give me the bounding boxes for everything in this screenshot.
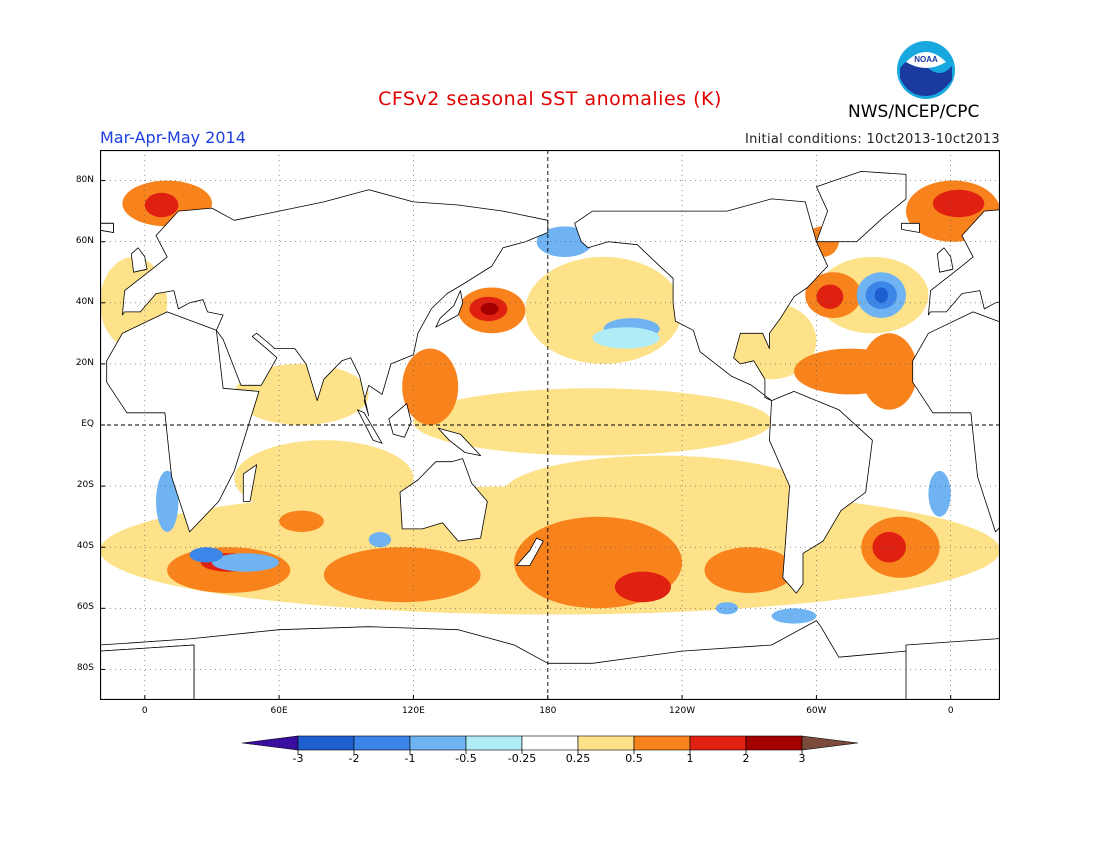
land-masses (100, 170, 1000, 700)
colorbar-swatch (241, 735, 299, 751)
anomaly-patch (279, 510, 324, 532)
africa (912, 311, 1000, 533)
colorbar-label: 2 (742, 752, 750, 765)
lat-label: EQ (81, 419, 94, 429)
anomaly-patch (932, 189, 985, 218)
colorbar-swatch (689, 735, 747, 751)
colorbar-swatch (577, 735, 635, 751)
lat-label: 60S (76, 602, 94, 613)
anomaly-patch (480, 302, 499, 315)
anomaly-patch (368, 532, 392, 548)
colorbar-label: 0.5 (625, 752, 643, 765)
north-america (574, 198, 828, 402)
colorbar-swatch (801, 735, 859, 751)
anomaly-patch (211, 553, 280, 572)
sst-anomaly-map (100, 150, 1000, 700)
lat-label: 80S (76, 663, 94, 674)
lat-label: 40S (76, 541, 94, 552)
lon-label: 0 (141, 706, 148, 716)
anomaly-patch (323, 547, 481, 603)
britain (936, 247, 954, 273)
anomaly-patch (525, 256, 683, 364)
colorbar-label: 0.25 (565, 752, 591, 765)
iceland (100, 222, 114, 233)
south-america (769, 390, 873, 594)
anomaly-patch (503, 455, 817, 532)
anomaly-patch (794, 348, 906, 395)
colorbar-label: 3 (798, 752, 806, 765)
anomaly-patch (234, 440, 414, 517)
map-grid (100, 150, 1000, 700)
lat-label: 20S (76, 480, 94, 491)
lon-label: 120W (669, 706, 696, 716)
lon-label: 60W (806, 706, 827, 716)
colorbar-swatch (409, 735, 467, 751)
borneo (388, 403, 412, 438)
lon-label: 120E (401, 706, 425, 716)
antarctica (905, 638, 1000, 700)
colorbar-label: -2 (348, 752, 360, 765)
axis-ticks (100, 180, 952, 700)
lon-label: 60E (270, 706, 288, 716)
anomaly-patch (234, 363, 369, 425)
greenland (816, 170, 907, 243)
initial-conditions-label: Initial conditions: 10ct2013-10ct2013 (744, 132, 1000, 147)
anomaly-patch (874, 287, 888, 303)
season-label: Mar-Apr-May 2014 (100, 128, 246, 147)
lat-label: 80N (75, 174, 94, 185)
anomaly-patch (771, 608, 817, 624)
noaa-logo-text: NOAA (914, 55, 938, 64)
anomaly-patch (614, 571, 671, 603)
anomaly-patch (704, 547, 795, 593)
lat-label: 40N (75, 296, 94, 307)
anomaly-patch (144, 192, 179, 218)
britain (130, 247, 148, 273)
anomaly-patch (872, 531, 906, 563)
colorbar-swatch (353, 735, 411, 751)
color-legend (241, 735, 859, 754)
sumatra (357, 409, 383, 444)
colorbar-label: -1 (404, 752, 416, 765)
africa (106, 311, 260, 533)
anomaly-patch (928, 470, 951, 517)
lon-label: 180 (539, 706, 557, 716)
colorbar-swatch (633, 735, 691, 751)
anomaly-patch (156, 470, 179, 532)
colorbar-label: -0.5 (455, 752, 477, 765)
new-guinea (437, 427, 482, 457)
anomaly-patch (816, 284, 844, 309)
colorbar-swatch (297, 735, 355, 751)
colorbar-swatch (521, 735, 579, 751)
lat-label: 20N (75, 357, 94, 368)
colorbar-label: -0.25 (507, 752, 537, 765)
eurasia (928, 209, 1000, 316)
lon-label: 0 (947, 706, 954, 716)
agency-label: NWS/NCEP/CPC (848, 102, 980, 122)
noaa-logo: NOAA (897, 41, 955, 99)
colorbar-label: 1 (686, 752, 694, 765)
new-zealand (515, 537, 544, 567)
anomaly-patch (402, 348, 459, 425)
colorbar-swatch (465, 735, 523, 751)
lat-label: 60N (75, 235, 94, 246)
colorbar-swatch (745, 735, 803, 751)
anomaly-patch (715, 602, 739, 615)
madagascar (242, 464, 258, 502)
anomaly-patch (592, 327, 660, 349)
map-title: CFSv2 seasonal SST anomalies (K) (378, 88, 722, 110)
australia (399, 458, 488, 542)
antarctica (100, 620, 1000, 700)
japan (435, 290, 464, 328)
colorbar-label: -3 (292, 752, 304, 765)
iceland (901, 222, 920, 233)
antarctica (100, 644, 195, 700)
anomaly-patch (189, 547, 224, 563)
